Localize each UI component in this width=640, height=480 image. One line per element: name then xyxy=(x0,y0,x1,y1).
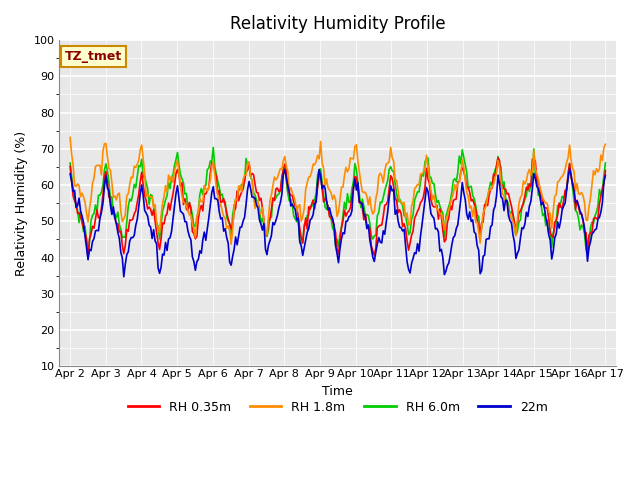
Title: Relativity Humidity Profile: Relativity Humidity Profile xyxy=(230,15,445,33)
Y-axis label: Relativity Humidity (%): Relativity Humidity (%) xyxy=(15,131,28,276)
Text: TZ_tmet: TZ_tmet xyxy=(65,50,122,63)
Legend: RH 0.35m, RH 1.8m, RH 6.0m, 22m: RH 0.35m, RH 1.8m, RH 6.0m, 22m xyxy=(123,396,552,419)
X-axis label: Time: Time xyxy=(323,384,353,397)
